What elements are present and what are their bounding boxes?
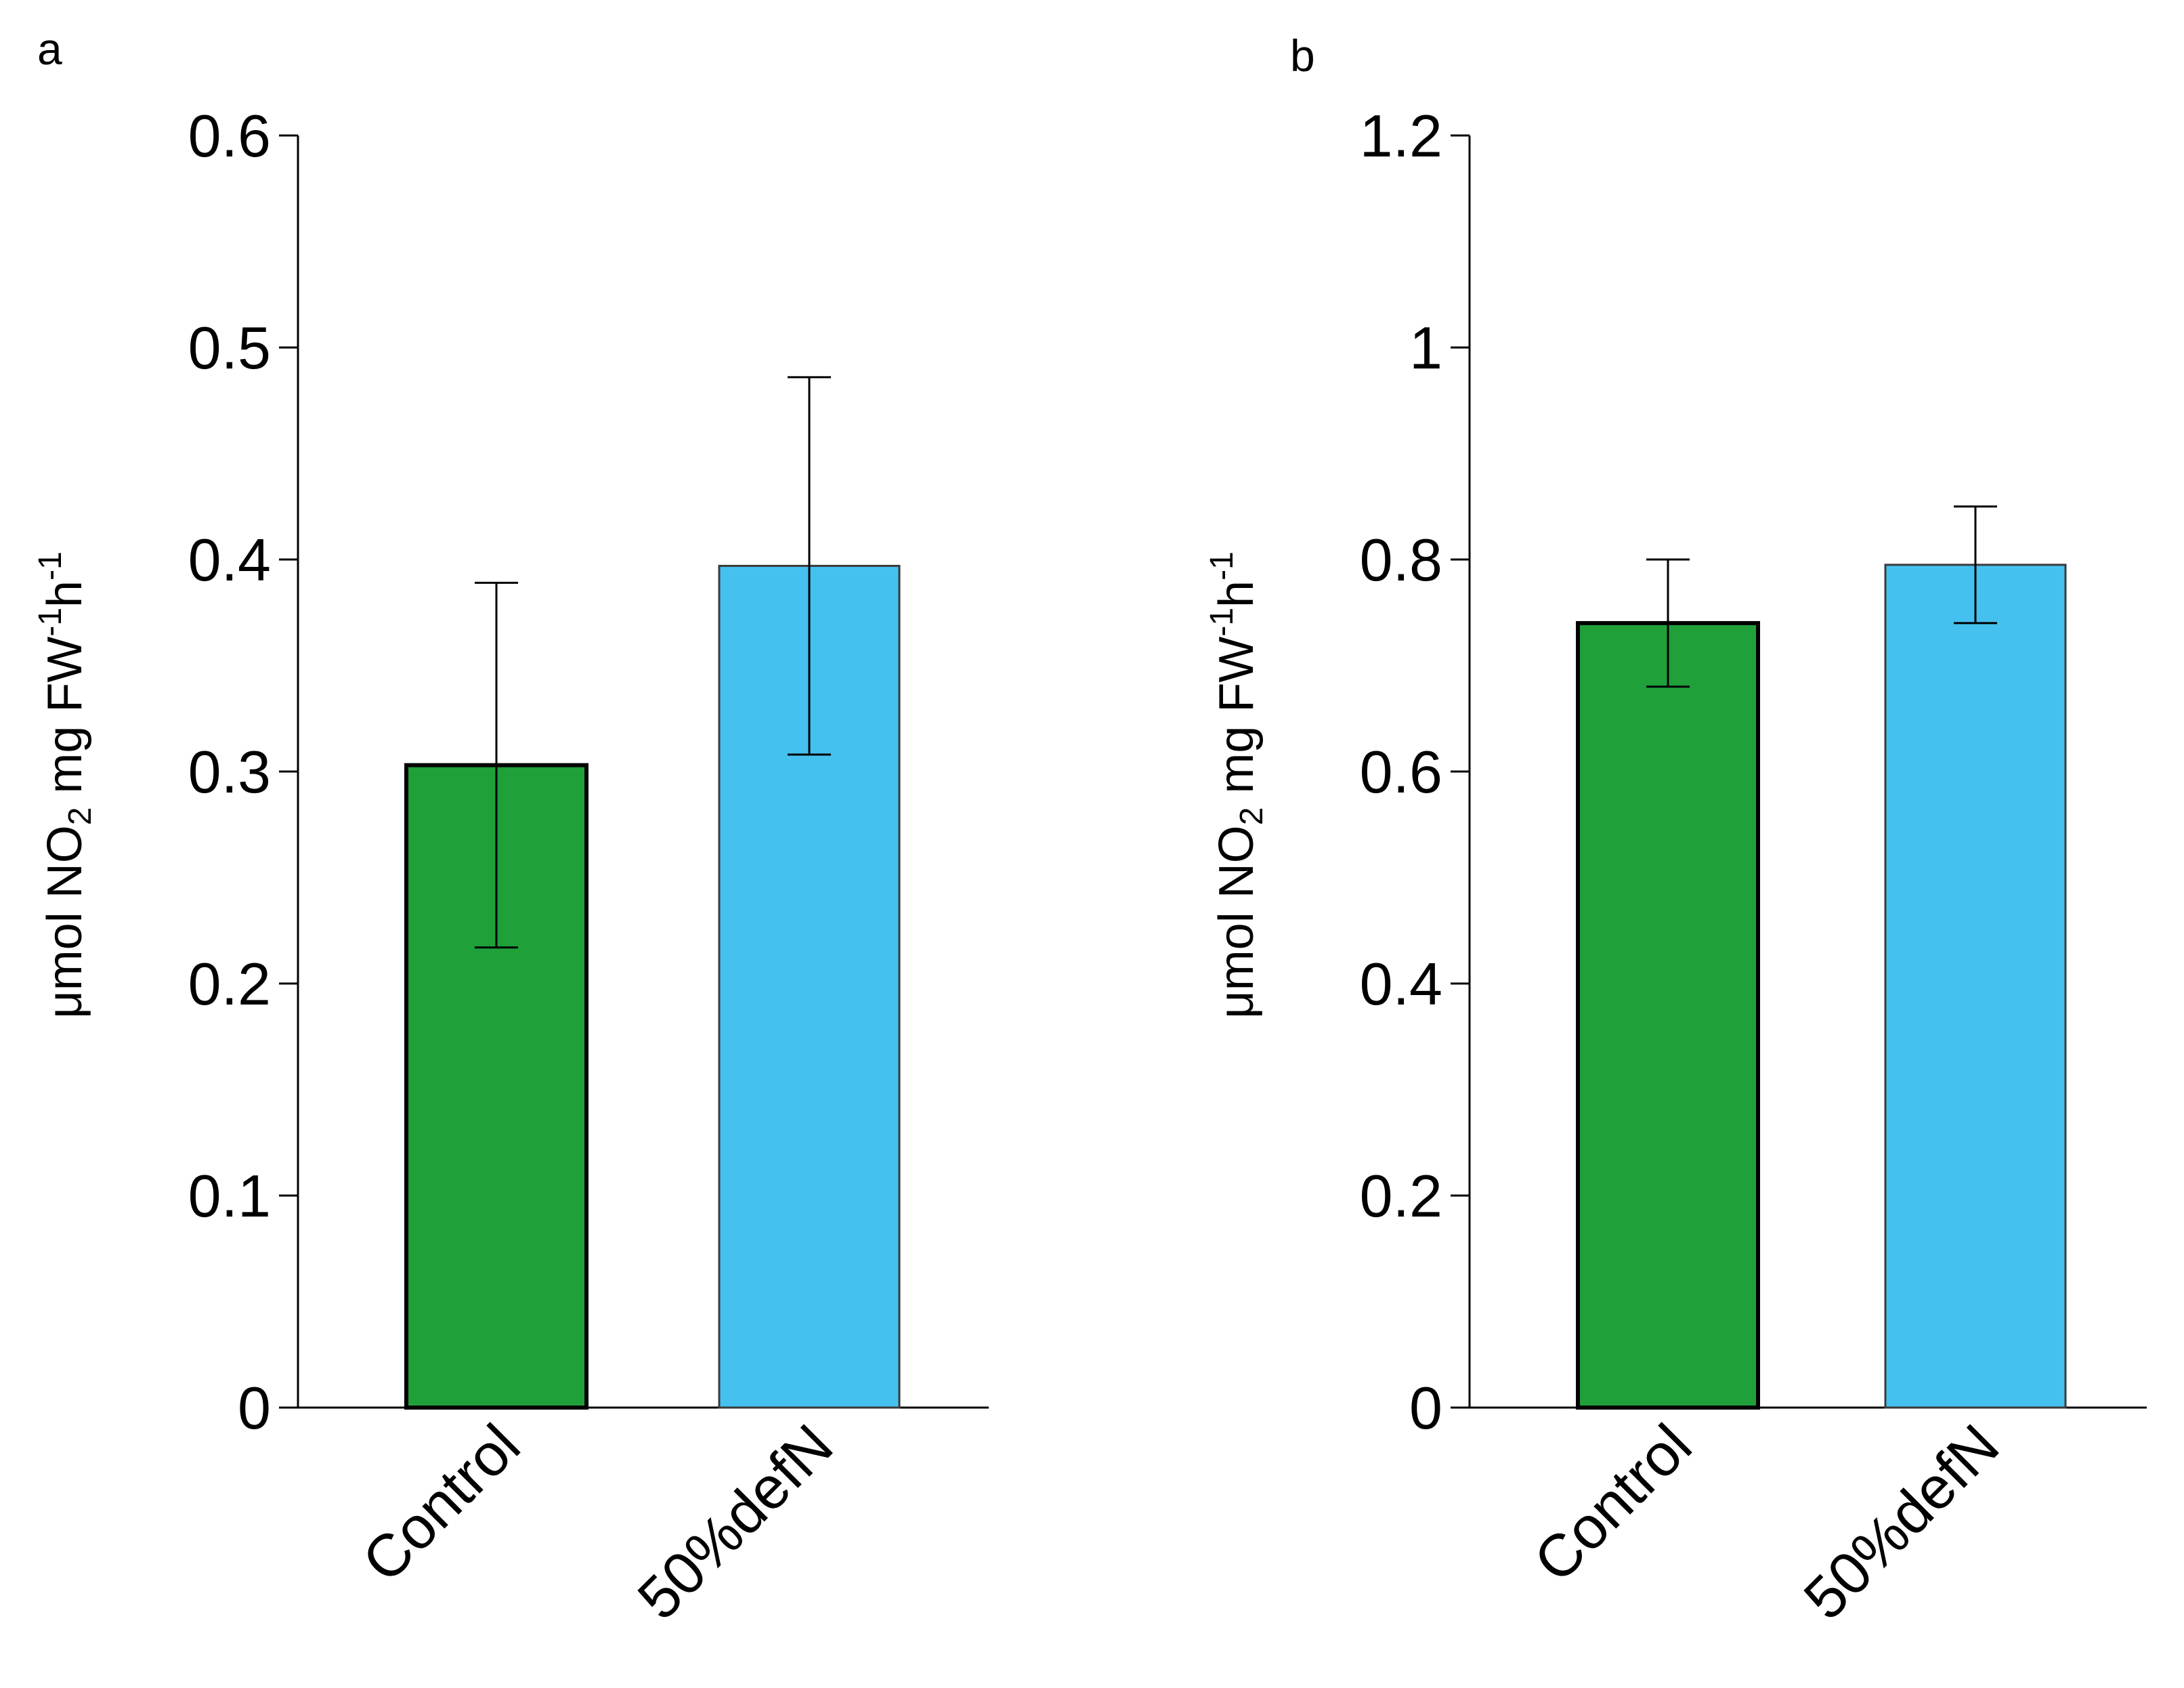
- y-tick-label: 0: [238, 1374, 271, 1441]
- y-tick-label: 0.6: [1360, 738, 1442, 805]
- y-tick-label: 0.6: [188, 102, 271, 169]
- panel-letter: b: [1290, 30, 1315, 81]
- y-tick-label: 0.8: [1360, 526, 1442, 593]
- error-bar: [788, 376, 831, 756]
- x-category-label: Control: [349, 1411, 533, 1595]
- panel-b: b 0 0.2 0.4 0.6 0.8 1 1.2 Control 50%defN μmol NO2…: [1204, 30, 2147, 1632]
- y-tick-label: 0.2: [188, 950, 271, 1017]
- panel-letter: a: [37, 24, 62, 74]
- x-category-label: 50%defN: [1791, 1411, 2011, 1632]
- y-tick-label: 0.1: [188, 1162, 271, 1229]
- y-tick-label: 0: [1409, 1374, 1442, 1441]
- y-axis-label: μmol NO2 mg FW-1h-1: [33, 551, 98, 1019]
- y-axis-label: μmol NO2 mg FW-1h-1: [1204, 551, 1270, 1019]
- y-tick-label: 0.3: [188, 738, 271, 805]
- error-bar: [1646, 558, 1690, 688]
- x-category-label: 50%defN: [624, 1411, 845, 1632]
- y-tick-label: 1: [1409, 314, 1442, 381]
- y-tick-label: 1.2: [1360, 102, 1442, 169]
- y-tick-label: 0.4: [188, 526, 271, 593]
- y-tick-label: 0.4: [1360, 950, 1442, 1017]
- bar-control: [1576, 620, 1760, 1410]
- y-tick-label: 0.5: [188, 314, 271, 381]
- error-bar: [1954, 505, 1997, 625]
- panel-a: a 0 0.1 0.2 0.3 0.4 0.5 0.6 Control 50%defN μmol N…: [33, 24, 989, 1632]
- bar-defn: [1884, 564, 2067, 1409]
- x-category-label: Control: [1521, 1411, 1705, 1595]
- y-tick-label: 0.2: [1360, 1162, 1442, 1229]
- error-bar: [475, 581, 518, 949]
